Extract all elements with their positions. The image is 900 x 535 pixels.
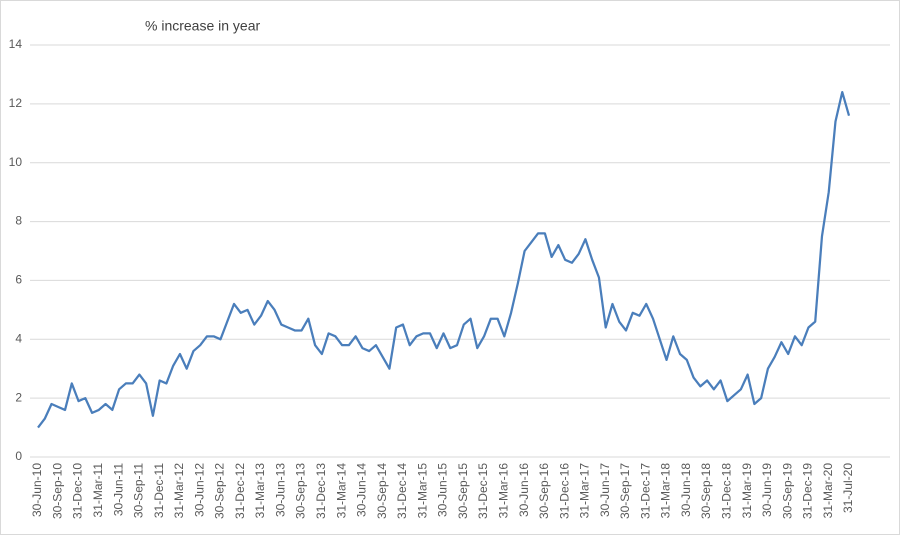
x-tick-label: 30-Sep-18 — [699, 463, 713, 519]
y-tick-label: 14 — [9, 37, 23, 51]
x-tick-label: 31-Dec-13 — [314, 463, 328, 519]
x-tick-label: 30-Jun-10 — [30, 463, 44, 517]
x-tick-label: 30-Sep-11 — [132, 463, 146, 518]
x-tick-label: 31-Mar-16 — [496, 463, 510, 519]
x-tick-label: 31-Dec-10 — [71, 463, 85, 519]
data-line — [37, 90, 851, 429]
x-tick-label: 31-Jul-20 — [841, 463, 855, 513]
x-tick-label: 31-Mar-14 — [334, 463, 348, 519]
x-tick-label: 30-Jun-14 — [355, 463, 369, 517]
x-tick-label: 30-Sep-12 — [213, 463, 227, 519]
x-tick-label: 31-Dec-12 — [233, 463, 247, 519]
x-tick-label: 30-Jun-15 — [436, 463, 450, 517]
x-tick-label: 31-Dec-17 — [638, 463, 652, 519]
x-tick-label: 30-Sep-10 — [50, 463, 64, 519]
x-tick-label: 31-Mar-13 — [253, 463, 267, 519]
x-tick-label: 31-Dec-16 — [557, 463, 571, 519]
y-tick-label: 10 — [9, 155, 23, 169]
x-tick-label: 31-Mar-17 — [578, 463, 592, 519]
x-tick-label: 31-Mar-18 — [659, 463, 673, 519]
chart-title: % increase in year — [145, 18, 261, 34]
x-tick-label: 30-Jun-18 — [679, 463, 693, 517]
x-tick-label: 31-Dec-18 — [720, 463, 734, 519]
x-tick-label: 31-Dec-19 — [801, 463, 815, 519]
y-tick-label: 2 — [15, 390, 22, 404]
x-tick-label: 31-Dec-14 — [395, 463, 409, 519]
x-tick-label: 31-Dec-15 — [476, 463, 490, 519]
x-tick-label: 31-Dec-11 — [152, 463, 166, 518]
x-tick-label: 30-Sep-19 — [780, 463, 794, 519]
y-tick-label: 6 — [15, 273, 22, 287]
y-tick-label: 4 — [15, 331, 22, 345]
x-tick-label: 30-Sep-16 — [537, 463, 551, 519]
x-tick-label: 31-Mar-11 — [91, 463, 105, 518]
x-tick-label: 30-Jun-19 — [760, 463, 774, 517]
x-tick-label: 30-Sep-14 — [375, 463, 389, 519]
x-tick-label: 30-Jun-13 — [273, 463, 287, 517]
x-tick-label: 30-Jun-16 — [517, 463, 531, 517]
x-tick-label: 31-Mar-15 — [415, 463, 429, 519]
x-tick-label: 30-Sep-13 — [294, 463, 308, 519]
x-tick-label: 31-Mar-20 — [821, 463, 835, 519]
x-tick-label: 30-Jun-12 — [192, 463, 206, 517]
x-tick-label: 31-Mar-12 — [172, 463, 186, 519]
x-tick-label: 30-Jun-17 — [598, 463, 612, 517]
y-tick-label: 12 — [9, 96, 23, 110]
y-tick-label: 8 — [15, 214, 22, 228]
x-tick-label: 30-Jun-11 — [111, 463, 125, 516]
y-tick-label: 0 — [15, 449, 22, 463]
x-tick-label: 30-Sep-15 — [456, 463, 470, 519]
x-tick-label: 30-Sep-17 — [618, 463, 632, 519]
x-tick-label: 31-Mar-19 — [740, 463, 754, 519]
